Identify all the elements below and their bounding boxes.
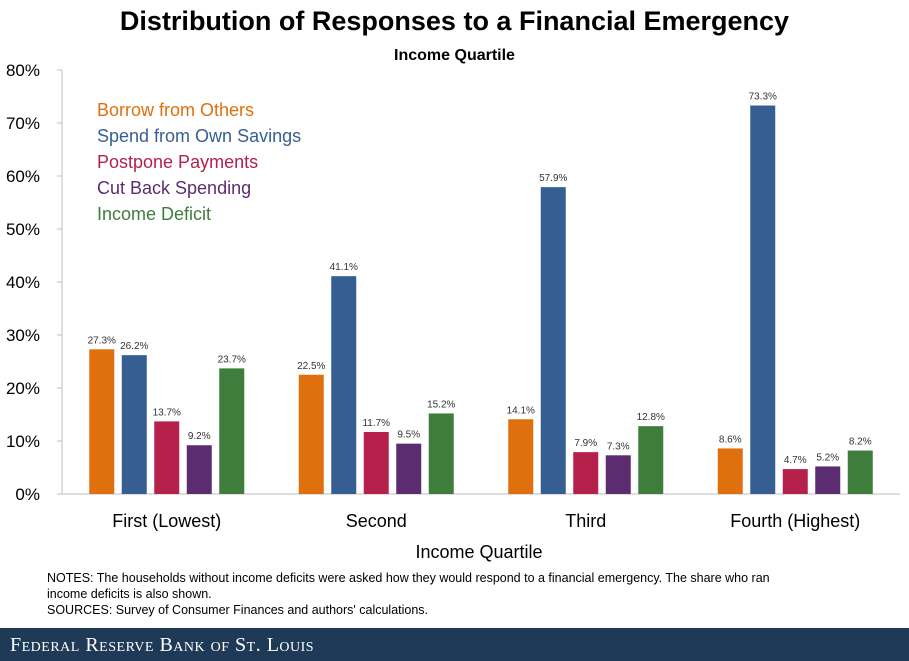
- bar: [396, 443, 422, 494]
- data-label: 9.2%: [188, 431, 211, 442]
- data-label: 22.5%: [297, 361, 325, 372]
- bar: [782, 469, 808, 494]
- data-label: 7.3%: [607, 441, 630, 452]
- bar: [540, 187, 566, 494]
- data-label: 7.9%: [574, 438, 597, 449]
- sources-line: SOURCES: Survey of Consumer Finances and…: [47, 603, 429, 617]
- data-label: 11.7%: [362, 418, 390, 429]
- data-label: 27.3%: [88, 335, 116, 346]
- x-axis-title: Income Quartile: [415, 542, 542, 562]
- data-label: 4.7%: [784, 455, 807, 466]
- y-tick-label: 70%: [6, 114, 40, 133]
- legend-entry: Cut Back Spending: [97, 178, 251, 198]
- legend-entry: Postpone Payments: [97, 152, 258, 172]
- data-label: 8.6%: [719, 434, 742, 445]
- data-label: 12.8%: [637, 412, 665, 423]
- y-tick-label: 80%: [6, 61, 40, 80]
- x-tick-label: First (Lowest): [112, 511, 221, 531]
- bar: [121, 355, 147, 494]
- chart-title: Distribution of Responses to a Financial…: [119, 6, 790, 36]
- bar: [847, 450, 873, 494]
- data-label: 41.1%: [330, 262, 358, 273]
- footer-bar: Federal Reserve Bank of St. Louis: [0, 628, 909, 661]
- data-label: 57.9%: [539, 173, 567, 184]
- bar: [638, 426, 664, 494]
- bar: [363, 431, 389, 494]
- x-tick-label: Second: [346, 511, 407, 531]
- data-label: 23.7%: [218, 354, 246, 365]
- y-tick-label: 20%: [6, 379, 40, 398]
- data-label: 15.2%: [427, 399, 455, 410]
- y-tick-label: 0%: [15, 485, 40, 504]
- data-label: 8.2%: [849, 437, 872, 448]
- bar: [219, 368, 245, 494]
- data-label: 9.5%: [397, 430, 420, 441]
- bar: [154, 421, 180, 494]
- data-label: 73.3%: [749, 92, 777, 103]
- bar: [815, 466, 841, 494]
- x-tick-label: Third: [565, 511, 606, 531]
- notes-line-2: income deficits is also shown.: [47, 587, 212, 601]
- bar: [89, 349, 115, 494]
- bar: [331, 276, 357, 494]
- bar: [573, 452, 599, 494]
- bar-chart: 0% 10% 20% 30% 40% 50% 60% 70% 80% 27.3% 26.2% 13.7…: [6, 61, 900, 562]
- chart-subtitle: Income Quartile: [394, 47, 515, 64]
- y-tick-label: 40%: [6, 273, 40, 292]
- legend-entry: Borrow from Others: [97, 100, 254, 120]
- x-tick-label: Fourth (Highest): [730, 511, 860, 531]
- bar: [298, 374, 324, 494]
- bar: [717, 448, 743, 494]
- y-tick-label: 30%: [6, 326, 40, 345]
- data-label: 13.7%: [153, 407, 181, 418]
- bar: [428, 413, 454, 494]
- y-tick-label: 60%: [6, 167, 40, 186]
- legend-entry: Income Deficit: [97, 204, 211, 224]
- y-tick-label: 10%: [6, 432, 40, 451]
- data-label: 26.2%: [120, 341, 148, 352]
- footer-logo-text: Federal Reserve Bank of St. Louis: [10, 634, 315, 656]
- data-label: 5.2%: [816, 452, 839, 463]
- data-label: 14.1%: [507, 405, 535, 416]
- legend-entry: Spend from Own Savings: [97, 126, 301, 146]
- bar: [508, 419, 534, 494]
- bar: [186, 445, 212, 494]
- bar: [750, 105, 776, 494]
- y-tick-label: 50%: [6, 220, 40, 239]
- bar: [605, 455, 631, 494]
- chart-notes: NOTES: The households without income def…: [47, 570, 902, 618]
- notes-line-1: NOTES: The households without income def…: [47, 571, 770, 585]
